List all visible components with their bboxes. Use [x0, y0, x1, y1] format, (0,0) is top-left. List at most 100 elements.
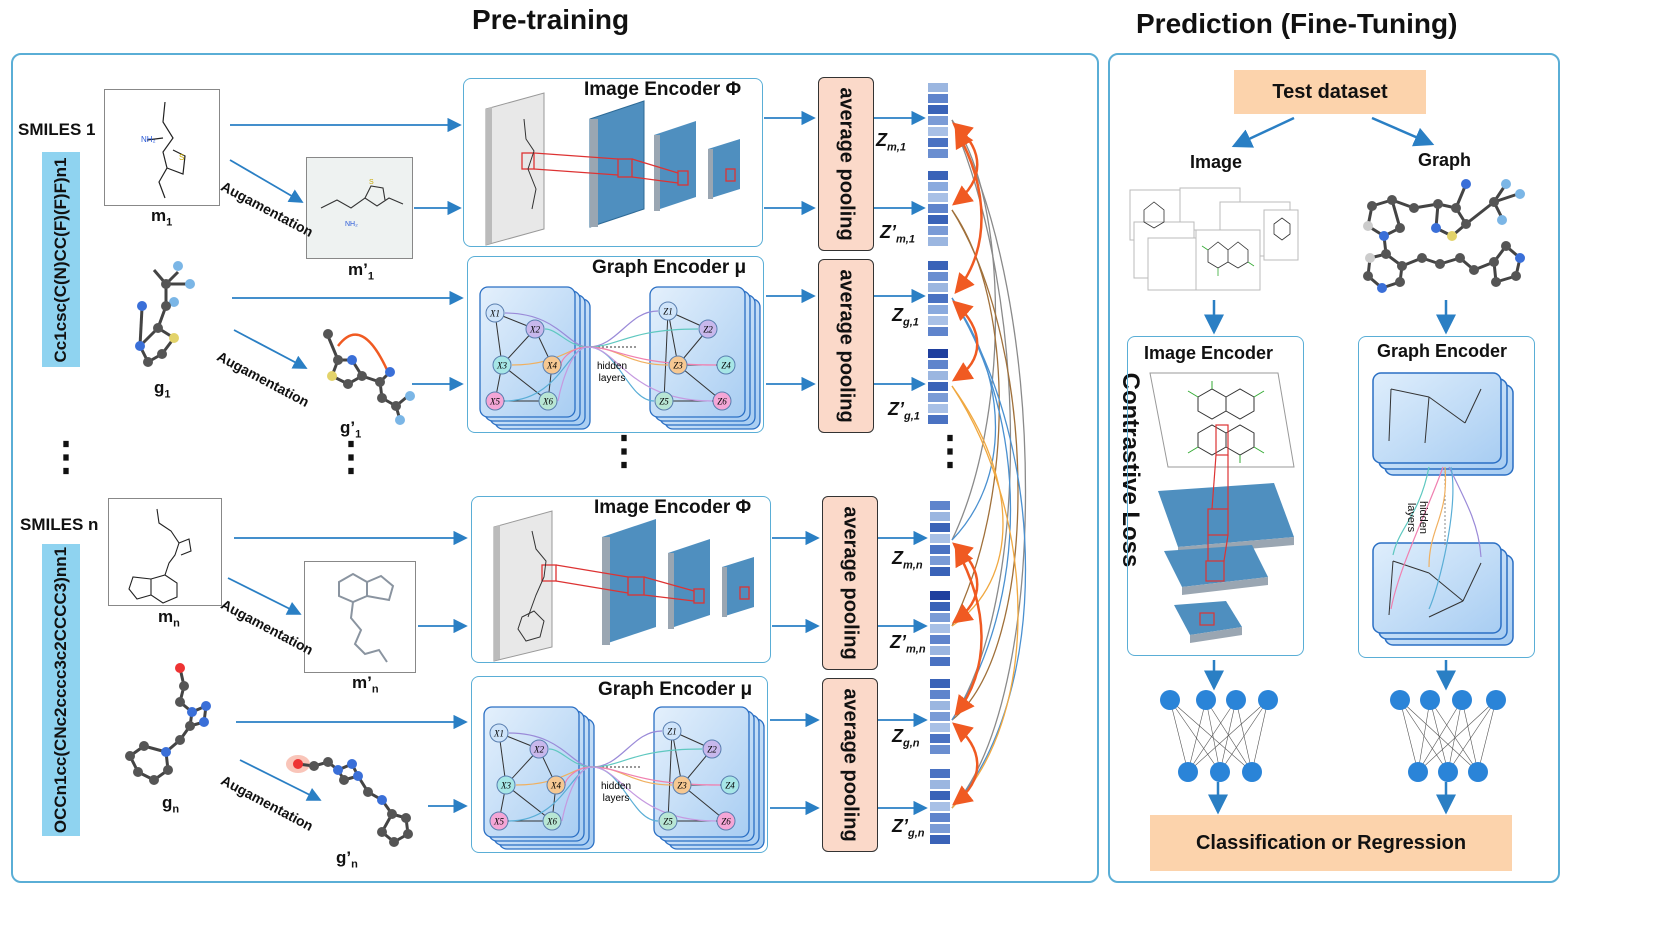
embedding-cell — [927, 82, 949, 93]
molecule-drawing: NH₂ S — [320, 179, 404, 228]
image-encoder-title: Image Encoder Φ — [584, 79, 742, 100]
label-mn-prime: m’n — [352, 673, 379, 696]
mlp-node — [1420, 690, 1440, 710]
mlp-image-branch — [1160, 690, 1278, 782]
smiles-1-label: SMILES 1 — [18, 120, 96, 139]
gnn-node-label: Z3 — [677, 781, 687, 791]
hidden-layers-label: hidden — [601, 781, 631, 792]
embedding-cell — [927, 315, 949, 326]
z-label-gn: Zg,n — [892, 726, 920, 750]
gnn-node-label: Z5 — [663, 817, 673, 827]
image-encoder-title: Image Encoder — [1144, 343, 1274, 363]
embedding-cell — [929, 634, 951, 645]
graph-encoder-title: Graph Encoder — [1377, 341, 1508, 361]
mlp-node — [1196, 690, 1216, 710]
image-encoder-box-1: Image Encoder Φ — [463, 78, 763, 247]
embedding-cell — [929, 522, 951, 533]
mlp-node — [1258, 690, 1278, 710]
molecular-graph-gn — [125, 663, 211, 785]
image-encoder-cnn-drawing — [1149, 372, 1295, 643]
smiles-1-string: Cc1csc(C(N)CC(F)(F)F)n1 — [51, 157, 70, 362]
embedding-cell — [929, 645, 951, 656]
pretraining-panel — [11, 53, 1099, 883]
embedding-cell — [929, 768, 951, 779]
label-g1-prime: g’1 — [340, 418, 362, 441]
gnn-node-label: X4 — [550, 781, 561, 791]
embedding-cell — [927, 181, 949, 192]
svg-text:S: S — [369, 179, 374, 186]
smiles-n-label: SMILES n — [20, 515, 99, 534]
embedding-cell — [927, 126, 949, 137]
label-m1: m1 — [151, 206, 173, 229]
graph-encoder-box-n: Graph Encoder μ X1 X2 X3 X4 X5 X6 Z1 Z2 Z3 Z4 Z5 Z6… — [471, 676, 768, 853]
z-label-g1: Zg,1 — [892, 305, 919, 329]
svg-text:S: S — [179, 153, 184, 162]
smiles-n-bar: OCCn1cc(CNc2cccc3c2CCCC3)nn1 — [42, 544, 80, 836]
embedding-cell — [927, 381, 949, 392]
image-encoder-box-n: Image Encoder Φ — [471, 496, 771, 663]
embedding-cell — [927, 370, 949, 381]
svg-text:NH₂: NH₂ — [345, 221, 358, 228]
embedding-cell — [927, 414, 949, 425]
z-label-mn-prime: Z’m,n — [890, 632, 926, 656]
label-mn: mn — [158, 607, 180, 630]
average-pooling-block: average pooling — [818, 259, 874, 433]
embedding-cell — [929, 834, 951, 845]
hidden-layers-label: hidden — [597, 361, 627, 372]
molecule-image-m1-augmented: NH₂ S — [306, 157, 413, 259]
embedding-cell — [929, 790, 951, 801]
embedding-cell — [929, 601, 951, 612]
mlp-node — [1242, 762, 1262, 782]
embedding-cell — [927, 271, 949, 282]
average-pooling-block: average pooling — [818, 77, 874, 251]
embedding-cell — [927, 348, 949, 359]
mlp-node — [1468, 762, 1488, 782]
pretraining-title: Pre-training — [472, 4, 630, 35]
molecular-graph-g1-augmented — [323, 329, 415, 425]
svg-text:NH₂: NH₂ — [141, 135, 156, 144]
embedding-cell — [927, 392, 949, 403]
graph-encoder-title: Graph Encoder μ — [592, 257, 747, 278]
embedding-cell — [927, 359, 949, 370]
molecule-image-mn-augmented — [304, 561, 416, 673]
gnn-node-label: Z2 — [707, 745, 717, 755]
smiles-1-bar: Cc1csc(C(N)CC(F)(F)F)n1 — [42, 152, 80, 367]
gnn-node-label: Z6 — [721, 817, 731, 827]
label-g1: g1 — [154, 378, 171, 401]
gnn-node-label: Z4 — [721, 361, 731, 371]
embedding-cell — [929, 744, 951, 755]
graph-encoder-title: Graph Encoder μ — [598, 679, 753, 700]
embedding-cell — [927, 104, 949, 115]
embedding-vector — [929, 678, 951, 755]
mlp-node — [1210, 762, 1230, 782]
embedding-vector — [929, 500, 951, 577]
gnn-node-label: Z4 — [725, 781, 735, 791]
embedding-cell — [927, 282, 949, 293]
prediction-panel — [1108, 53, 1560, 883]
embedding-cell — [927, 326, 949, 337]
embedding-cell — [929, 500, 951, 511]
gnn-node-label: Z1 — [667, 727, 677, 737]
embedding-cell — [929, 823, 951, 834]
label-m1-prime: m’1 — [348, 260, 374, 283]
embedding-cell — [927, 115, 949, 126]
embedding-cell — [927, 293, 949, 304]
gnn-node-label: Z2 — [703, 325, 713, 335]
graph-molecule — [1363, 179, 1525, 293]
embedding-cell — [929, 812, 951, 823]
graph-encoder-panel: Graph Encoder hidden layers — [1358, 336, 1535, 658]
molecule-drawing — [338, 572, 395, 663]
embedding-cell — [927, 93, 949, 104]
embedding-vector — [927, 348, 949, 425]
molecule-drawing — [128, 508, 192, 604]
graph-encoder-box-1: Graph Encoder μ X1 X2 X3 X4 X5 X6 Z1 Z2 Z3 Z4 Z5 Z6… — [467, 256, 764, 433]
embedding-cell — [929, 566, 951, 577]
embedding-cell — [927, 236, 949, 247]
classification-regression-box: Classification or Regression — [1150, 815, 1512, 871]
embedding-cell — [927, 225, 949, 236]
mlp-node — [1452, 690, 1472, 710]
gnn-node-label: X5 — [489, 397, 500, 407]
embedding-vector — [927, 82, 949, 159]
embedding-cell — [929, 801, 951, 812]
gnn-node-label: Z5 — [659, 397, 669, 407]
